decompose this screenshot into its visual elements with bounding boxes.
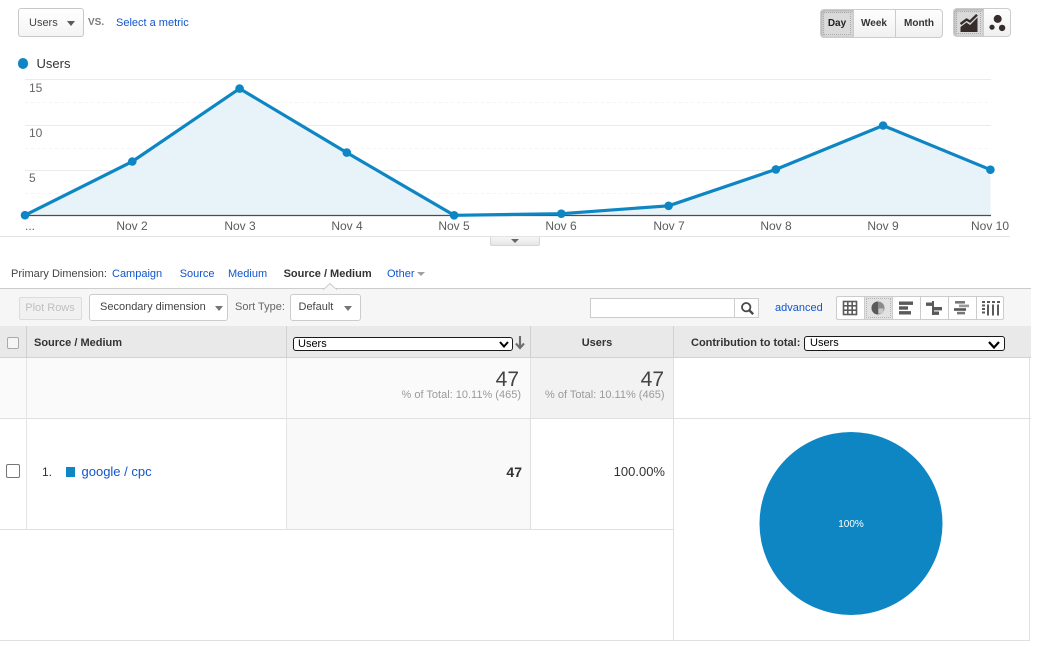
svg-text:15: 15 — [29, 81, 43, 95]
svg-text:Nov 7: Nov 7 — [653, 219, 685, 233]
svg-text:Nov 8: Nov 8 — [760, 219, 792, 233]
svg-text:100%: 100% — [838, 519, 864, 530]
svg-text:Nov 2: Nov 2 — [116, 219, 148, 233]
svg-text:5: 5 — [29, 171, 36, 185]
svg-text:Nov 6: Nov 6 — [545, 219, 577, 233]
svg-text:Nov 3: Nov 3 — [224, 219, 256, 233]
svg-text:Nov 5: Nov 5 — [438, 219, 470, 233]
svg-text:Nov 9: Nov 9 — [867, 219, 899, 233]
svg-text:Nov 4: Nov 4 — [331, 219, 363, 233]
svg-text:Nov 10: Nov 10 — [971, 219, 1009, 233]
svg-text:...: ... — [25, 219, 35, 233]
svg-text:10: 10 — [29, 126, 43, 140]
